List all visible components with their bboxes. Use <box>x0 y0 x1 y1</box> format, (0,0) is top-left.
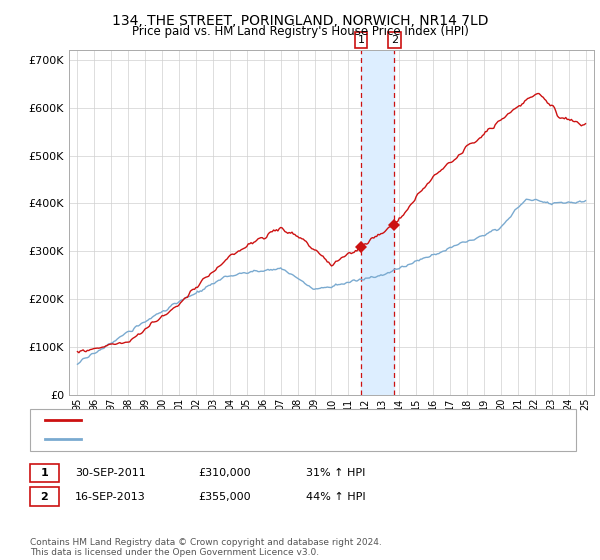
Text: 134, THE STREET, PORINGLAND, NORWICH, NR14 7LD (detached house): 134, THE STREET, PORINGLAND, NORWICH, NR… <box>87 415 448 425</box>
Text: £310,000: £310,000 <box>198 468 251 478</box>
Bar <box>361 50 394 395</box>
Text: 31% ↑ HPI: 31% ↑ HPI <box>306 468 365 478</box>
Text: Contains HM Land Registry data © Crown copyright and database right 2024.
This d: Contains HM Land Registry data © Crown c… <box>30 538 382 557</box>
Text: 16-SEP-2013: 16-SEP-2013 <box>75 492 146 502</box>
Text: 2: 2 <box>41 492 48 502</box>
Text: 1: 1 <box>41 468 48 478</box>
Text: 44% ↑ HPI: 44% ↑ HPI <box>306 492 365 502</box>
Text: HPI: Average price, detached house, South Norfolk: HPI: Average price, detached house, Sout… <box>87 435 339 445</box>
Text: 2: 2 <box>391 35 398 45</box>
Text: Price paid vs. HM Land Registry's House Price Index (HPI): Price paid vs. HM Land Registry's House … <box>131 25 469 38</box>
Text: 134, THE STREET, PORINGLAND, NORWICH, NR14 7LD: 134, THE STREET, PORINGLAND, NORWICH, NR… <box>112 14 488 28</box>
Text: 30-SEP-2011: 30-SEP-2011 <box>75 468 146 478</box>
Text: 1: 1 <box>358 35 365 45</box>
Text: £355,000: £355,000 <box>198 492 251 502</box>
